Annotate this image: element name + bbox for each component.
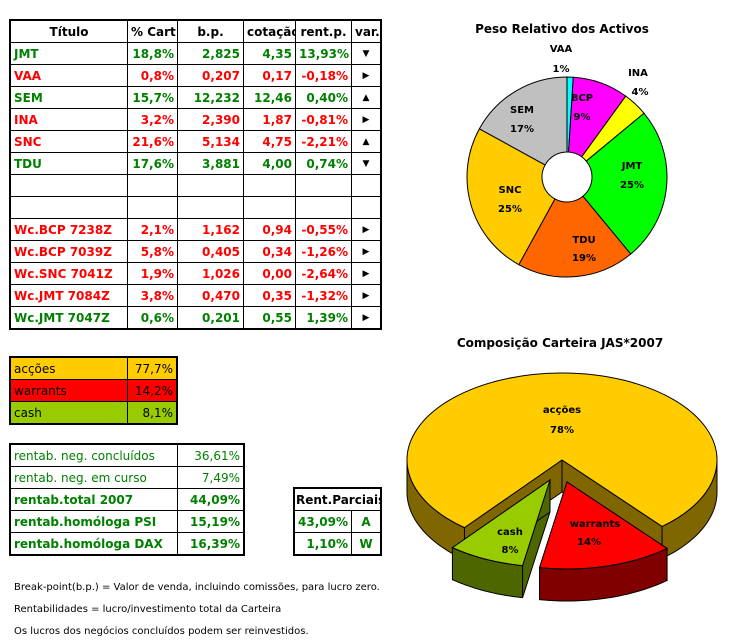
cell-quote: 0,17 <box>243 64 296 87</box>
donut-percent-ina: 4% <box>632 87 649 98</box>
cell-cart: 17,6% <box>127 152 178 175</box>
pie3d-title: Composição Carteira JAS*2007 <box>457 336 663 350</box>
cell-quote: 0,55 <box>243 306 296 329</box>
returns-label: rentab.homóloga DAX <box>10 532 178 555</box>
pie3d-slice-warrants <box>538 481 669 570</box>
pie3d-slice-cash <box>451 478 551 567</box>
donut-slice-sem <box>478 76 568 166</box>
donut-percent-jmt: 25% <box>620 180 644 191</box>
pie3d-percent: 8% <box>502 545 519 556</box>
returns-row: rentab.total 2007 44,09% <box>10 488 244 511</box>
cell-cart: 15,7% <box>127 86 178 109</box>
cell-title: SNC <box>10 130 128 153</box>
donut-percent-bcp: 9% <box>574 112 591 123</box>
returns-value: 36,61% <box>177 444 244 467</box>
pie3d-label: acções <box>543 405 581 416</box>
cell-title: Wc.JMT 7047Z <box>10 306 128 329</box>
pie3d-slice-acções <box>406 372 718 529</box>
returns-row: rentab.homóloga DAX 16,39% <box>10 532 244 555</box>
returns-value: 7,49% <box>177 466 244 489</box>
cell-quote: 0,94 <box>243 218 296 241</box>
returns-value: 16,39% <box>177 532 244 555</box>
returns-label: rentab. neg. concluídos <box>10 444 178 467</box>
allocation-label: warrants <box>10 379 128 402</box>
cell-cart: 21,6% <box>127 130 178 153</box>
donut-percent-vaa: 1% <box>553 64 570 75</box>
donut-slice-jmt <box>582 112 668 255</box>
donut-slice-snc <box>466 128 556 266</box>
donut-percent-sem: 17% <box>510 124 534 135</box>
partial-value: 1,10% <box>294 532 352 555</box>
allocation-label: cash <box>10 401 128 424</box>
returns-value: 44,09% <box>177 488 244 511</box>
donut-slice-tdu <box>518 195 632 278</box>
allocation-table: acções 77,7% warrants 14,2% cash 8,1% <box>9 356 178 425</box>
donut-label-bcp: BCP <box>571 93 593 104</box>
pie3d-percent: 14% <box>577 537 601 548</box>
pie3d-label: warrants <box>570 519 620 530</box>
cell-bp: 2,390 <box>177 108 244 131</box>
allocation-value: 77,7% <box>127 357 177 380</box>
table-row: Wc.BCP 7039Z 5,8% 0,405 0,34 -1,26% ▶ <box>10 240 381 263</box>
table-row: Wc.JMT 7047Z 0,6% 0,201 0,55 1,39% ▶ <box>10 306 381 329</box>
partial-returns-table: Rent.Parciais 43,09% A 1,10% W <box>292 487 383 556</box>
returns-row: rentab. neg. em curso 7,49% <box>10 466 244 489</box>
arrow-right-icon: ▶ <box>351 64 381 87</box>
arrow-right-icon: ▶ <box>351 218 381 241</box>
table-row: INA 3,2% 2,390 1,87 -0,81% ▶ <box>10 108 381 131</box>
returns-value: 15,19% <box>177 510 244 533</box>
allocation-row: cash 8,1% <box>10 401 177 424</box>
cell-quote: 4,35 <box>243 42 296 65</box>
donut-label-tdu: TDU <box>572 235 595 246</box>
donut-percent-tdu: 19% <box>572 253 596 264</box>
allocation-row: acções 77,7% <box>10 357 177 380</box>
table-row: TDU 17,6% 3,881 4,00 0,74% ▼ <box>10 152 381 175</box>
allocation-value: 8,1% <box>127 401 177 424</box>
donut-label-snc: SNC <box>499 185 522 196</box>
note-reinvest: Os lucros dos negócios concluídos podem … <box>14 626 309 637</box>
column-header: rent.p. <box>295 20 352 43</box>
table-row: SEM 15,7% 12,232 12,46 0,40% ▲ <box>10 86 381 109</box>
table-row: Wc.BCP 7238Z 2,1% 1,162 0,94 -0,55% ▶ <box>10 218 381 241</box>
donut-label-ina: INA <box>628 68 648 79</box>
cell-bp: 12,232 <box>177 86 244 109</box>
header-row: Título% Cart b.p. cotação rent.p. var. <box>10 20 381 43</box>
cell-title: Wc.SNC 7041Z <box>10 262 128 285</box>
table-row <box>10 196 381 219</box>
cell-bp: 0,470 <box>177 284 244 307</box>
cell-return: -0,18% <box>295 64 352 87</box>
allocation-value: 14,2% <box>127 379 177 402</box>
table-row <box>10 174 381 197</box>
donut-label-sem: SEM <box>510 105 534 116</box>
returns-row: rentab.homóloga PSI 15,19% <box>10 510 244 533</box>
column-header: var. <box>351 20 381 43</box>
cell-bp: 0,201 <box>177 306 244 329</box>
arrow-right-icon: ▶ <box>351 108 381 131</box>
partial-code: W <box>350 532 382 555</box>
pie3d-chart: acções 78% warrants 14% cash 8% <box>406 372 718 602</box>
returns-label: rentab. neg. em curso <box>10 466 178 489</box>
cell-bp: 3,881 <box>177 152 244 175</box>
allocation-row: warrants 14,2% <box>10 379 177 402</box>
cell-return: -1,32% <box>295 284 352 307</box>
note-returns: Rentabilidades = lucro/investimento tota… <box>14 604 282 615</box>
cell-cart: 3,8% <box>127 284 178 307</box>
table-row: SNC 21,6% 5,134 4,75 -2,21% ▲ <box>10 130 381 153</box>
returns-table: rentab. neg. concluídos 36,61% rentab. neg… <box>9 443 245 556</box>
pie3d-label: cash <box>497 527 523 538</box>
partial-header: Rent.Parciais <box>293 488 382 511</box>
returns-row: rentab. neg. concluídos 36,61% <box>10 444 244 467</box>
note-break-point: Break-point(b.p.) = Valor de venda, incl… <box>14 582 380 593</box>
donut-label-jmt: JMT <box>621 161 643 172</box>
pie3d-percent: 78% <box>550 425 574 436</box>
donut-percent-snc: 25% <box>498 204 522 215</box>
arrow-right-icon: ▶ <box>351 306 381 329</box>
cell-return: -0,81% <box>295 108 352 131</box>
cell-return: 0,74% <box>295 152 352 175</box>
donut-chart: VAA 1% BCP 9% INA 4% JMT 25% TDU 19% SNC 25% SEM 17% <box>466 44 668 278</box>
portfolio-table: Título% Cart b.p. cotação rent.p. var. JMT 18,… <box>9 19 382 330</box>
donut-title: Peso Relativo dos Activos <box>475 22 649 36</box>
donut-label-vaa: VAA <box>550 44 573 55</box>
